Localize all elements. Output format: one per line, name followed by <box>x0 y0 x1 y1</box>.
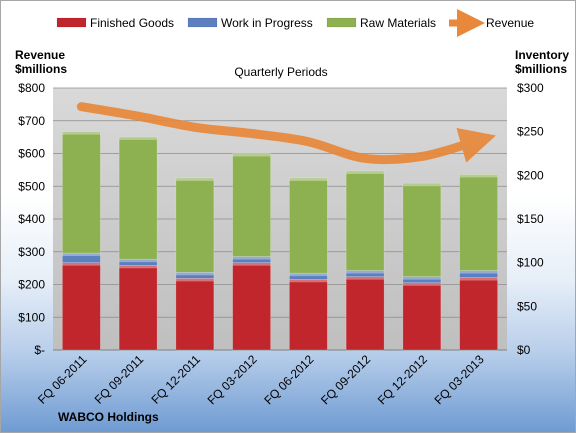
right-tick-label: $200 <box>517 168 544 182</box>
bar-highlight <box>232 153 271 157</box>
bar-finished-goods <box>118 264 158 351</box>
bar-finished-goods <box>289 278 328 351</box>
bar-highlight <box>459 277 498 281</box>
bar-highlight <box>346 170 385 174</box>
right-axis-label-line2: $millions <box>515 62 567 76</box>
bar-highlight <box>175 278 214 282</box>
right-tick-label: $250 <box>517 125 544 139</box>
bar-raw-materials <box>175 177 215 273</box>
x-tick-label: FQ 09-2012 <box>318 352 373 407</box>
bar-highlight <box>119 259 158 263</box>
x-tick-label: FQ 06-2011 <box>35 352 90 407</box>
left-axis-label-line2: $millions <box>15 62 67 76</box>
left-axis-label-line1: Revenue <box>15 48 65 62</box>
x-tick-label: FQ 12-2011 <box>148 352 203 407</box>
legend-label-work-in-progress: Work in Progress <box>221 16 313 30</box>
bar-raw-materials <box>289 177 328 274</box>
bar-highlight <box>175 272 214 276</box>
x-tick-label: FQ 06-2012 <box>261 352 316 407</box>
bar-highlight <box>232 256 271 260</box>
left-tick-label: $800 <box>18 81 45 95</box>
bar-highlight <box>402 282 441 286</box>
bar-highlight <box>62 253 101 257</box>
right-tick-label: $150 <box>517 212 544 226</box>
bar-highlight <box>62 131 101 135</box>
legend-label-revenue: Revenue <box>486 16 534 30</box>
right-axis-label-line1: Inventory <box>515 48 569 62</box>
right-tick-label: $100 <box>517 256 544 270</box>
bar-raw-materials <box>62 131 101 254</box>
bar-highlight <box>459 174 498 178</box>
x-tick-label: FQ 03-2013 <box>432 352 487 407</box>
left-tick-label: $- <box>34 343 45 357</box>
company-name: WABCO Holdings <box>58 410 159 424</box>
bar-highlight <box>402 183 441 187</box>
bar-finished-goods <box>62 262 101 351</box>
left-tick-label: $700 <box>18 114 45 128</box>
x-tick-label: FQ 03-2012 <box>205 352 260 407</box>
bar-work-in-progress <box>402 276 442 284</box>
bar-raw-materials <box>118 136 158 260</box>
chart-title: Quarterly Periods <box>234 65 327 79</box>
bar-finished-goods <box>345 276 385 351</box>
left-tick-label: $600 <box>18 147 45 161</box>
bar-finished-goods <box>175 278 215 351</box>
right-tick-label: $50 <box>517 299 537 313</box>
revenue-line <box>76 102 496 165</box>
bar-highlight <box>289 279 328 283</box>
bar-highlight <box>289 273 328 277</box>
bar-highlight <box>289 177 328 181</box>
left-tick-label: $500 <box>18 179 45 193</box>
bar-finished-goods <box>402 282 442 351</box>
left-tick-label: $300 <box>18 245 45 259</box>
legend-swatch-raw-materials <box>326 17 357 28</box>
bar-highlight <box>119 136 158 140</box>
legend-swatch-work-in-progress <box>187 17 218 28</box>
bar-highlight <box>119 265 158 269</box>
bar-highlight <box>232 262 271 266</box>
bar-finished-goods <box>232 262 271 351</box>
left-tick-label: $100 <box>18 310 45 324</box>
left-tick-label: $200 <box>18 278 45 292</box>
bar-raw-materials <box>402 182 442 277</box>
legend-label-raw-materials: Raw Materials <box>360 16 436 30</box>
legend-swatch-finished-goods <box>56 17 87 28</box>
right-tick-label: $0 <box>517 343 531 357</box>
x-tick-label: FQ 12-2012 <box>375 352 430 407</box>
bar-highlight <box>175 177 214 181</box>
bar-raw-materials <box>459 174 498 271</box>
bar-raw-materials <box>345 170 385 271</box>
legend-label-finished-goods: Finished Goods <box>90 16 174 30</box>
bar-highlight <box>346 276 385 280</box>
bar-raw-materials <box>232 153 271 257</box>
right-tick-label: $300 <box>517 81 544 95</box>
bar-highlight <box>62 262 101 266</box>
bar-finished-goods <box>459 277 498 351</box>
bar-highlight <box>402 276 441 280</box>
bar-highlight <box>346 270 385 274</box>
left-tick-label: $400 <box>18 212 45 226</box>
x-tick-label: FQ 09-2011 <box>92 352 147 407</box>
bar-highlight <box>459 270 498 274</box>
